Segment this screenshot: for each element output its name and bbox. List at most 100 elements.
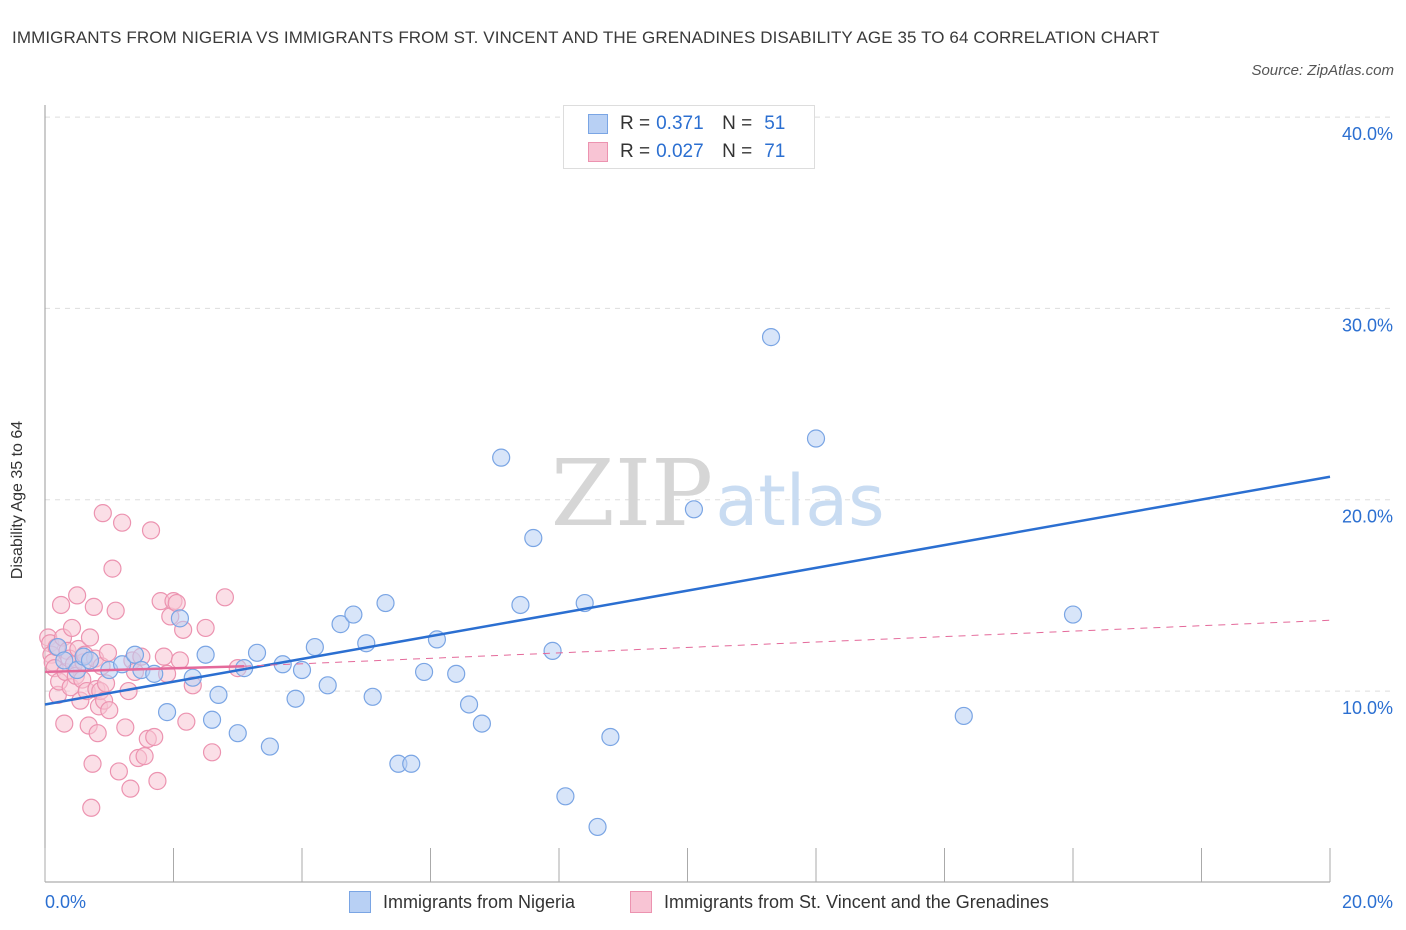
stvincent-point [62, 618, 82, 638]
watermark-zip: ZIP [551, 440, 713, 547]
stvincent-point [68, 586, 87, 605]
legend-r-value-stvincent: 0.027 [656, 141, 704, 162]
stvincent-point [148, 771, 167, 791]
stvincent-point [112, 513, 132, 532]
stvincent-point [167, 593, 186, 613]
stvincent-point [121, 779, 140, 798]
stvincent-point [103, 559, 122, 578]
nigeria-point [318, 676, 337, 695]
x-tick-label: 20.0% [1342, 892, 1393, 912]
correlation-legend: R = 0.371 N = 51 R = 0.027 N = 71 [563, 105, 815, 169]
stvincent-point [141, 521, 161, 540]
chart-title: IMMIGRANTS FROM NIGERIA VS IMMIGRANTS FR… [12, 28, 1160, 47]
nigeria-point [402, 754, 421, 773]
nigeria-point [292, 660, 312, 680]
nigeria-point [247, 643, 267, 662]
nigeria-point [363, 687, 382, 706]
nigeria-point [202, 710, 222, 729]
nigeria-point [543, 641, 562, 660]
nigeria-point [954, 706, 973, 726]
nigeria-point [80, 651, 100, 670]
stvincent-point [82, 798, 101, 817]
legend-n-label: N = [722, 141, 753, 162]
gridlines [45, 116, 1392, 692]
stvincent-point [83, 754, 102, 773]
legend-n-value-stvincent: 71 [764, 141, 786, 162]
stvincent-trend-line [44, 664, 245, 674]
nigeria-point [472, 714, 491, 733]
legend-row-stvincent: R = 0.027 N = 71 [588, 140, 785, 164]
source-credit: Source: ZipAtlas.com [1251, 62, 1394, 79]
bottom-legend-label-stvincent: Immigrants from St. Vincent and the Gren… [664, 891, 1049, 912]
legend-r-label: R = [620, 141, 651, 162]
stvincent-point [84, 597, 103, 616]
stvincent-point [93, 504, 112, 523]
stvincent-point [80, 628, 100, 647]
legend-row-nigeria: R = 0.371 N = 51 [588, 112, 785, 136]
nigeria-point [305, 637, 324, 657]
trend-lines [44, 475, 1331, 706]
tick-labels: 10.0% 20.0% 30.0% 40.0% 0.0% 20.0% [45, 124, 1393, 912]
legend-n-value-nigeria: 51 [764, 113, 786, 134]
stvincent-point [145, 727, 164, 747]
x-tick-label: 0.0% [45, 892, 86, 912]
bottom-legend-stvincent: Immigrants from St. Vincent and the Gren… [630, 890, 1049, 914]
stvincent-point [51, 595, 71, 615]
stvincent-point [100, 701, 119, 720]
nigeria-point [806, 429, 826, 448]
legend-r-label: R = [620, 113, 651, 134]
stvincent-point [154, 647, 173, 666]
stvincent-point [116, 718, 135, 737]
stvincent-point [177, 712, 196, 731]
nigeria-point [588, 817, 607, 837]
stvincent-trend-line-dashed [244, 619, 1331, 667]
nigeria-point [459, 695, 479, 714]
nigeria-point [228, 724, 247, 743]
bottom-legend-swatch-stvincent [630, 891, 652, 913]
nigeria-point [447, 664, 466, 683]
axes [44, 105, 1331, 883]
nigeria-point [209, 685, 228, 704]
nigeria-point [684, 500, 704, 519]
nigeria-point [125, 645, 145, 664]
y-tick-label: 10.0% [1342, 698, 1393, 718]
nigeria-point [286, 689, 305, 708]
nigeria-point [157, 703, 177, 722]
nigeria-point [414, 662, 434, 682]
stvincent-point [170, 651, 190, 670]
legend-n-label: N = [722, 113, 753, 134]
nigeria-point [511, 595, 530, 615]
nigeria-point [331, 615, 350, 634]
stvincent-point [55, 714, 74, 733]
stvincent-point [88, 724, 107, 743]
y-tick-label: 40.0% [1342, 124, 1393, 144]
watermark: ZIP atlas [551, 440, 885, 547]
nigeria-point [55, 651, 74, 670]
nigeria-point [524, 528, 543, 548]
bottom-legend-label-nigeria: Immigrants from Nigeria [383, 891, 576, 912]
bottom-legend-swatch-nigeria [349, 891, 371, 913]
stvincent-point [202, 743, 222, 762]
stvincent-point [106, 601, 125, 620]
series-nigeria-points [48, 107, 1083, 837]
nigeria-point [260, 737, 279, 756]
nigeria-point [170, 609, 190, 628]
legend-r-value-nigeria: 0.371 [656, 113, 704, 134]
nigeria-point [556, 787, 575, 806]
stvincent-point [135, 747, 154, 766]
nigeria-point [1063, 605, 1083, 624]
stvincent-point [215, 588, 234, 607]
bottom-legend-nigeria: Immigrants from Nigeria [349, 890, 575, 914]
nigeria-trend-line [44, 475, 1331, 706]
nigeria-point [376, 593, 395, 613]
legend-swatch-nigeria [588, 114, 608, 134]
stvincent-point [98, 643, 118, 662]
nigeria-point [601, 727, 620, 747]
nigeria-point [761, 328, 781, 347]
nigeria-point [492, 448, 511, 467]
nigeria-point [196, 645, 215, 664]
y-tick-label: 20.0% [1342, 507, 1393, 527]
stvincent-point [196, 618, 215, 638]
legend-swatch-stvincent [588, 142, 608, 162]
